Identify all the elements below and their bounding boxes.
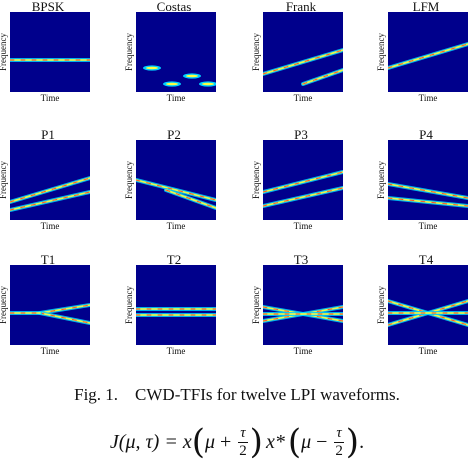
tfi-plot xyxy=(136,178,216,210)
tfi-image xyxy=(263,140,343,220)
fraction-1-num: τ xyxy=(238,424,248,443)
x-axis-label: Time xyxy=(40,346,60,356)
x-axis-label: Time xyxy=(166,346,186,356)
fraction-1-den: 2 xyxy=(239,442,247,459)
tfi-image xyxy=(263,12,343,92)
panel-title: Costas xyxy=(156,0,192,14)
y-axis-label: Frequency xyxy=(251,161,261,199)
tfi-plot xyxy=(10,58,90,62)
y-axis-label: Frequency xyxy=(124,33,134,71)
tfi-plot xyxy=(263,170,343,208)
tfi-plot xyxy=(388,182,468,208)
left-paren-1: ( xyxy=(191,422,205,462)
panel-t4: T4 Frequency Time xyxy=(376,252,474,359)
panel-p4: P4 Frequency Time xyxy=(376,127,474,234)
x-axis-label: Time xyxy=(166,221,186,231)
equation-end: . xyxy=(359,430,365,453)
tfi-image xyxy=(10,12,90,92)
x-axis-label: Time xyxy=(418,221,438,231)
mu-2: μ xyxy=(301,430,312,453)
panel-bpsk: BPSK Frequency Time xyxy=(0,0,96,106)
y-axis-label: Frequency xyxy=(0,33,8,71)
panel-lfm: LFM Frequency Time xyxy=(376,0,474,106)
y-axis-label: Frequency xyxy=(124,161,134,199)
y-axis-label: Frequency xyxy=(251,286,261,324)
tfi-plot xyxy=(136,307,216,317)
panel-t2: T2 Frequency Time xyxy=(124,252,222,359)
tfi-image xyxy=(388,12,468,92)
panel-frank: Frank Frequency Time xyxy=(251,0,349,106)
equation-lhs: J(μ, τ) = x xyxy=(109,430,192,453)
panel-title: T2 xyxy=(166,252,182,267)
panel-title: P3 xyxy=(294,127,308,142)
panel-p3: P3 Frequency Time xyxy=(251,127,349,234)
y-axis-label: Frequency xyxy=(0,161,8,199)
x-axis-label: Time xyxy=(418,93,438,103)
y-axis-label: Frequency xyxy=(376,33,386,71)
x-axis-label: Time xyxy=(40,93,60,103)
panel-p2: P2 Frequency Time xyxy=(124,127,222,234)
plus-sign: + xyxy=(215,430,237,453)
tfi-plot xyxy=(388,299,468,327)
x-axis-label: Time xyxy=(166,93,186,103)
panel-p1: P1 Frequency Time xyxy=(0,128,96,234)
x-conjugate: x* xyxy=(265,430,285,453)
figure-caption: Fig. 1. CWD-TFIs for twelve LPI waveform… xyxy=(0,385,474,405)
tfi-image xyxy=(388,265,468,345)
tfi-image xyxy=(136,12,216,92)
tfi-plot xyxy=(143,65,216,87)
x-axis-label: Time xyxy=(293,221,313,231)
tfi-image xyxy=(10,265,90,345)
panel-title: Frank xyxy=(285,0,317,14)
tfi-plot xyxy=(263,48,343,86)
tfi-image xyxy=(136,265,216,345)
right-paren-1: ) xyxy=(249,422,263,462)
panel-title: P2 xyxy=(167,127,181,142)
tfi-image xyxy=(10,140,90,220)
mu-1: μ xyxy=(204,430,216,453)
tfi-image xyxy=(263,265,343,345)
y-axis-label: Frequency xyxy=(124,286,134,324)
x-axis-label: Time xyxy=(293,93,313,103)
caption-text: Fig. 1. CWD-TFIs for twelve LPI waveform… xyxy=(74,385,400,404)
panel-costas: Costas Frequency Time xyxy=(124,0,222,106)
minus-sign: − xyxy=(311,430,333,453)
fraction-2-den: 2 xyxy=(335,442,343,459)
panel-title: LFM xyxy=(412,0,440,14)
y-axis-label: Frequency xyxy=(376,161,386,199)
y-axis-label: Frequency xyxy=(0,286,8,324)
panel-title: T1 xyxy=(40,252,56,267)
y-axis-label: Frequency xyxy=(376,286,386,324)
panel-title: T3 xyxy=(293,252,309,267)
left-paren-2: ( xyxy=(287,422,302,462)
right-paren-2: ) xyxy=(345,422,360,462)
tfi-image xyxy=(388,140,468,220)
tfi-image xyxy=(136,140,216,220)
tfi-plot xyxy=(10,303,90,325)
panel-t3: T3 Frequency Time xyxy=(251,252,349,359)
panel-t1: T1 Frequency Time xyxy=(0,253,96,359)
x-axis-label: Time xyxy=(293,346,313,356)
fraction-1: τ 2 xyxy=(238,424,248,460)
tfi-plot xyxy=(388,42,468,70)
panel-title: BPSK xyxy=(31,0,65,14)
tfi-plot xyxy=(10,176,90,212)
tfi-plot xyxy=(263,305,343,323)
y-axis-label: Frequency xyxy=(251,33,261,71)
fraction-2-num: τ xyxy=(334,424,344,443)
fraction-2: τ 2 xyxy=(334,424,344,460)
panel-title: P1 xyxy=(41,127,55,142)
equation: J(μ, τ) = x ( μ + τ 2 ) x* ( μ − τ 2 ) . xyxy=(0,418,474,466)
x-axis-label: Time xyxy=(418,346,438,356)
panel-title: T4 xyxy=(418,252,434,267)
panel-title: P4 xyxy=(419,127,433,142)
x-axis-label: Time xyxy=(40,221,60,231)
